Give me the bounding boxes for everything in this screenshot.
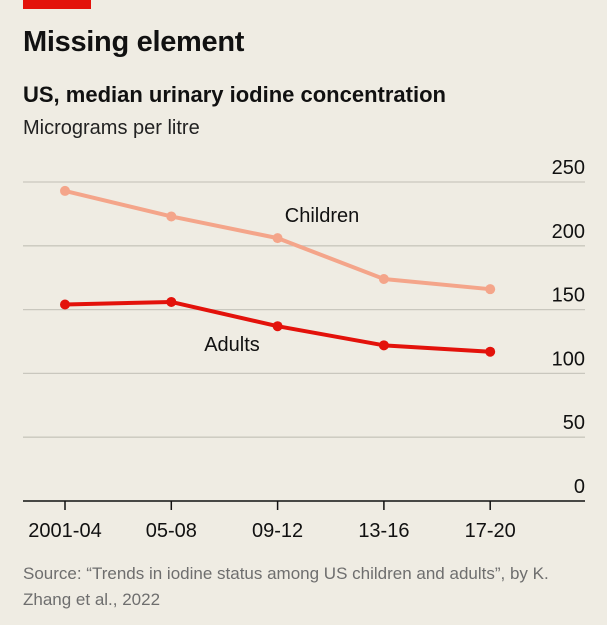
adults-point-09-12: [272, 321, 283, 332]
children-point-09-12: [272, 233, 283, 244]
y-tick-label-250: 250: [552, 157, 585, 179]
children-point-13-16: [378, 273, 389, 284]
y-tick-label-200: 200: [552, 221, 585, 243]
adults-point-17-20: [485, 346, 496, 357]
children-point-17-20: [485, 284, 496, 295]
adults-point-2001-04: [60, 299, 70, 310]
y-tick-label-150: 150: [552, 285, 585, 307]
x-tick-label-17-20: 17-20: [465, 520, 516, 542]
chart-title: Missing element: [23, 26, 245, 58]
series-labels: Children Adults: [204, 205, 359, 356]
chart-subtitle: US, median urinary iodine concentration: [23, 82, 446, 107]
y-tick-labels: 0 50 100 150 200 250: [552, 157, 585, 498]
x-tick-label-2001-04: 2001-04: [28, 520, 101, 542]
x-tick-label-13-16: 13-16: [358, 520, 409, 542]
children-series-label: Children: [285, 205, 359, 227]
children-point-05-08: [166, 211, 177, 222]
x-axis: [23, 500, 585, 510]
adults-series-label: Adults: [204, 334, 260, 356]
y-tick-label-50: 50: [563, 412, 585, 434]
adults-point-05-08: [166, 296, 177, 307]
gridlines: [23, 181, 585, 438]
x-tick-label-09-12: 09-12: [252, 520, 303, 542]
y-tick-label-100: 100: [552, 348, 585, 370]
y-axis-units: Micrograms per litre: [23, 117, 200, 139]
y-tick-label-0: 0: [574, 476, 585, 498]
children-point-2001-04: [60, 185, 70, 196]
x-tick-label-05-08: 05-08: [146, 520, 197, 542]
series-lines: [60, 185, 496, 357]
brand-accent-bar: [23, 0, 91, 9]
adults-point-13-16: [378, 340, 389, 351]
source-note: Source: “Trends in iodine status among U…: [23, 564, 549, 609]
line-chart: 0 50 100 150 200 250 2001-04 05-08 09-12 13-16 17…: [23, 157, 585, 542]
x-tick-labels: 2001-04 05-08 09-12 13-16 17-20: [28, 520, 515, 542]
